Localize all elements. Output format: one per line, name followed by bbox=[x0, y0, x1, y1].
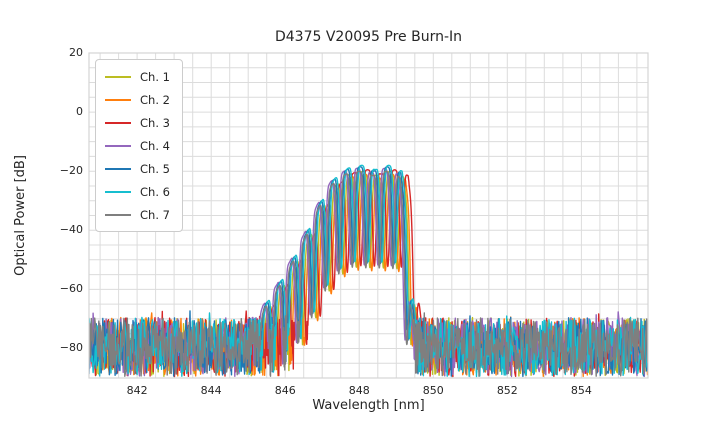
legend-label: Ch. 2 bbox=[140, 92, 170, 107]
legend-label: Ch. 5 bbox=[140, 161, 170, 176]
legend-item: Ch. 5 bbox=[105, 157, 170, 180]
legend-line-swatch bbox=[105, 98, 131, 101]
legend-line-swatch bbox=[105, 167, 131, 170]
legend-item: Ch. 4 bbox=[105, 134, 170, 157]
y-tick-label: −80 bbox=[59, 341, 83, 355]
x-axis-label: Wavelength [nm] bbox=[312, 398, 425, 413]
y-tick-label: −20 bbox=[59, 164, 83, 178]
legend-item: Ch. 6 bbox=[105, 180, 170, 203]
legend-label: Ch. 7 bbox=[140, 207, 170, 222]
legend-line-swatch bbox=[105, 213, 131, 216]
series-line-ch-7 bbox=[89, 170, 648, 377]
y-tick-label: 0 bbox=[76, 105, 83, 119]
legend-item: Ch. 1 bbox=[105, 65, 170, 88]
legend: Ch. 1 Ch. 2 Ch. 3 Ch. 4 Ch. 5 Ch. 6 Ch. 7 bbox=[95, 59, 183, 232]
legend-label: Ch. 4 bbox=[140, 138, 170, 153]
x-tick-label: 842 bbox=[126, 384, 148, 397]
x-tick-label: 844 bbox=[200, 384, 222, 397]
x-tick-label: 854 bbox=[570, 384, 592, 397]
y-axis-ticks: 20 0 −20 −40 −60 −80 bbox=[40, 0, 83, 432]
x-tick-label: 848 bbox=[348, 384, 370, 397]
axes-spine bbox=[88, 52, 649, 379]
legend-label: Ch. 1 bbox=[140, 69, 170, 84]
legend-line-swatch bbox=[105, 144, 131, 147]
y-tick-label: −60 bbox=[59, 282, 83, 296]
legend-item: Ch. 2 bbox=[105, 88, 170, 111]
y-tick-label: 20 bbox=[69, 46, 83, 59]
legend-line-swatch bbox=[105, 75, 131, 78]
x-tick-label: 846 bbox=[274, 384, 296, 397]
y-tick-label: −40 bbox=[59, 223, 83, 237]
legend-item: Ch. 3 bbox=[105, 111, 170, 134]
legend-label: Ch. 6 bbox=[140, 184, 170, 199]
legend-label: Ch. 3 bbox=[140, 115, 170, 130]
legend-line-swatch bbox=[105, 190, 131, 193]
legend-item: Ch. 7 bbox=[105, 203, 170, 226]
x-tick-label: 850 bbox=[422, 384, 444, 397]
x-tick-label: 852 bbox=[496, 384, 518, 397]
legend-line-swatch bbox=[105, 121, 131, 124]
chart-title: D4375 V20095 Pre Burn-In bbox=[274, 29, 463, 45]
